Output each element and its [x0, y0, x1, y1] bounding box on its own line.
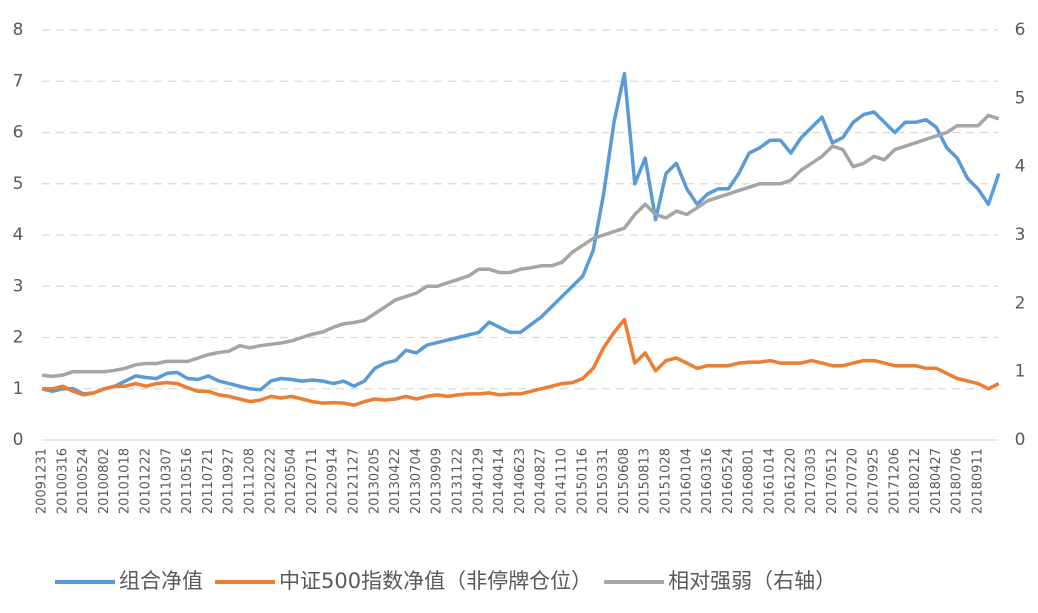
- y-tick-label: 5: [13, 174, 24, 194]
- y-tick-label: 4: [13, 225, 24, 245]
- x-tick-label: 20141110: [555, 448, 570, 514]
- x-tick-label: 20171206: [887, 448, 902, 514]
- x-tick-label: 20180427: [929, 448, 944, 514]
- legend-label: 相对强弱（右轴）: [668, 569, 836, 593]
- x-tick-label: 20140129: [471, 448, 486, 514]
- x-tick-label: 20091231: [35, 448, 50, 514]
- x-tick-label: 20130909: [430, 448, 445, 514]
- x-tick-label: 20120222: [263, 448, 278, 514]
- y-tick-label: 0: [13, 430, 24, 450]
- x-tick-label: 20131122: [451, 448, 466, 514]
- y-tick-label: 3: [13, 276, 24, 296]
- x-tick-label: 20170512: [825, 448, 840, 514]
- x-tick-label: 20121127: [347, 448, 362, 514]
- x-tick-label: 20100316: [55, 448, 70, 514]
- x-tick-label: 20100524: [76, 448, 91, 514]
- x-tick-label: 20150331: [596, 448, 611, 514]
- y-tick-label: 8: [13, 20, 24, 40]
- x-tick-label: 20180212: [908, 448, 923, 514]
- y2-tick-label: 3: [1015, 225, 1026, 245]
- y2-tick-label: 2: [1015, 293, 1026, 313]
- x-tick-label: 20160104: [679, 448, 694, 514]
- y-tick-label: 7: [13, 71, 24, 91]
- y-tick-label: 6: [13, 123, 24, 143]
- x-tick-label: 20140827: [534, 448, 549, 514]
- x-tick-label: 20160524: [721, 448, 736, 514]
- y2-tick-label: 4: [1015, 157, 1026, 177]
- x-tick-label: 20120914: [326, 448, 341, 514]
- x-tick-label: 20130422: [388, 448, 403, 514]
- x-tick-label: 20161220: [783, 448, 798, 514]
- x-tick-label: 20170303: [804, 448, 819, 514]
- x-tick-label: 20110307: [159, 448, 174, 514]
- y-tick-label: 1: [13, 379, 24, 399]
- y2-tick-label: 6: [1015, 20, 1026, 40]
- x-tick-label: 20110516: [180, 448, 195, 514]
- x-tick-label: 20101018: [118, 448, 133, 514]
- x-tick-label: 20170720: [846, 448, 861, 514]
- x-tick-label: 20140623: [513, 448, 528, 514]
- x-tick-label: 20101222: [139, 448, 154, 514]
- series-line: [41, 113, 1000, 379]
- legend-label: 组合净值: [119, 569, 203, 593]
- x-tick-label: 20110721: [201, 448, 216, 514]
- x-tick-label: 20130205: [367, 448, 382, 514]
- x-tick-label: 20180911: [971, 448, 986, 514]
- x-tick-label: 20100802: [97, 448, 112, 514]
- x-tick-label: 20160316: [700, 448, 715, 514]
- x-tick-label: 20151028: [659, 448, 674, 514]
- y2-tick-label: 0: [1015, 430, 1026, 450]
- y2-tick-label: 1: [1015, 362, 1026, 382]
- x-tick-label: 20150813: [638, 448, 653, 514]
- x-tick-label: 20140414: [492, 448, 507, 514]
- y2-tick-label: 5: [1015, 88, 1026, 108]
- series-line: [41, 71, 1001, 396]
- x-tick-label: 20170925: [867, 448, 882, 514]
- series-line: [42, 317, 1000, 407]
- x-tick-label: 20111208: [243, 448, 258, 514]
- x-tick-label: 20120711: [305, 448, 320, 514]
- x-tick-label: 20150116: [575, 448, 590, 514]
- x-tick-label: 20180706: [950, 448, 965, 514]
- x-tick-label: 20110927: [222, 448, 237, 514]
- x-tick-label: 20150608: [617, 448, 632, 514]
- x-tick-label: 20130704: [409, 448, 424, 514]
- legend-label: 中证500指数净值（非停牌仓位）: [279, 569, 592, 593]
- x-tick-label: 20160801: [742, 448, 757, 514]
- y-tick-label: 2: [13, 328, 24, 348]
- x-tick-label: 20161014: [763, 448, 778, 514]
- x-tick-label: 20120504: [284, 448, 299, 514]
